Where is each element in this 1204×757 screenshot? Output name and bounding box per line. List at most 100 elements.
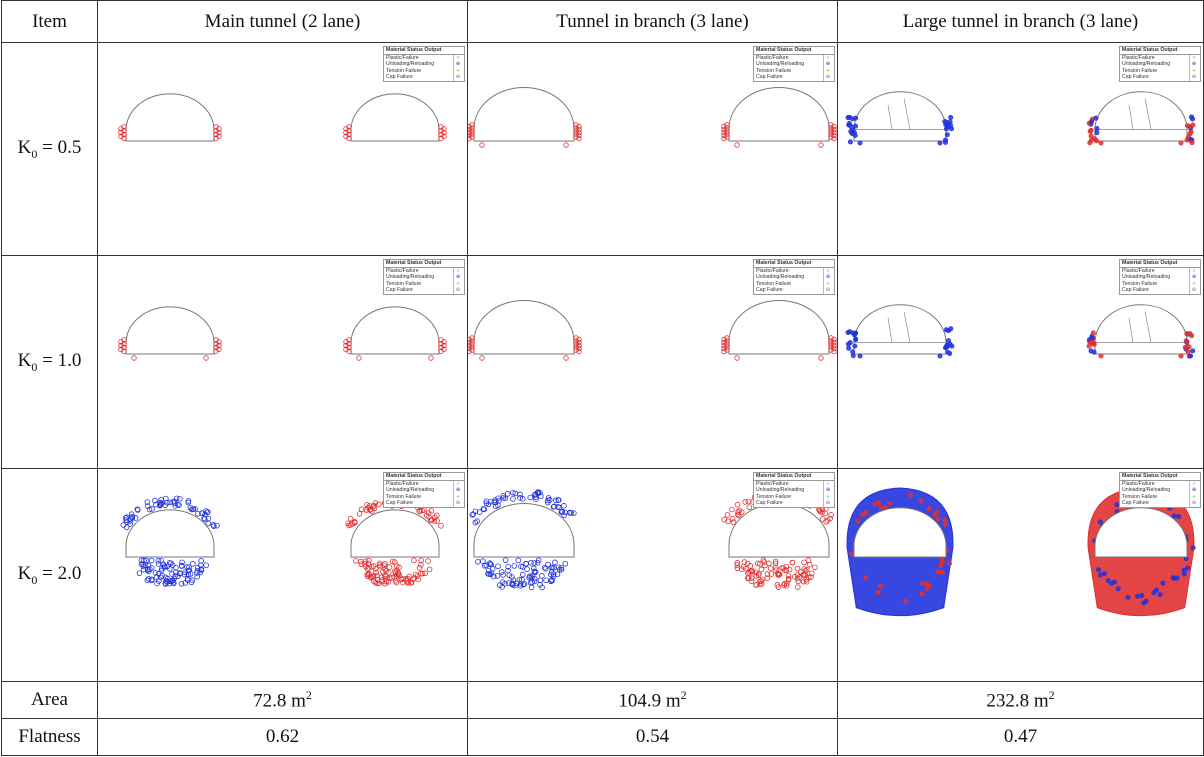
failure-marker <box>573 335 579 341</box>
failure-marker <box>370 503 377 509</box>
failure-marker <box>1189 333 1195 339</box>
failure-marker <box>852 332 858 338</box>
failure-marker <box>531 568 538 575</box>
failure-marker <box>120 522 127 528</box>
failure-marker <box>845 329 851 335</box>
failure-marker <box>573 341 579 347</box>
failure-marker <box>356 511 363 517</box>
failure-marker <box>1190 348 1196 354</box>
tunnel-section <box>1094 304 1188 355</box>
tunnel-section <box>125 93 215 142</box>
failure-marker <box>1178 140 1184 146</box>
failure-marker <box>412 571 419 578</box>
failure-marker <box>346 348 352 354</box>
failure-marker <box>475 558 481 565</box>
failure-marker <box>947 119 953 125</box>
failure-marker <box>468 345 472 352</box>
failure-marker <box>468 123 472 130</box>
failure-marker <box>944 132 950 138</box>
failure-marker <box>408 580 415 586</box>
header-large-branch-tunnel: Large tunnel in branch (3 lane) <box>837 0 1204 43</box>
failure-marker <box>376 580 383 587</box>
failure-marker <box>382 560 388 567</box>
failure-marker <box>418 561 424 568</box>
failure-plot-panel <box>98 43 467 255</box>
failure-marker <box>1088 348 1094 354</box>
legend-title: Material Status Output <box>384 260 464 268</box>
legend-item: Tension Failure + <box>1120 67 1200 75</box>
failure-marker <box>123 517 129 524</box>
failure-marker <box>721 129 727 136</box>
row-label-k0-1.0: K0 = 1.0 <box>1 255 98 469</box>
failure-marker <box>801 559 807 566</box>
failure-marker <box>527 494 534 501</box>
failure-marker <box>859 512 865 518</box>
failure-marker <box>847 139 853 145</box>
legend-title: Material Status Output <box>384 473 464 481</box>
failure-marker <box>438 522 444 529</box>
legend-symbol-icon: ⊖ <box>823 287 832 294</box>
failure-marker <box>428 507 435 514</box>
legend-item: Cap Failure ⊖ <box>756 500 831 507</box>
failure-marker <box>544 499 551 506</box>
legend-symbol-icon: ⊖ <box>1189 500 1198 507</box>
failure-marker <box>499 569 505 575</box>
failure-marker <box>528 574 535 581</box>
failure-marker <box>1185 565 1191 571</box>
failure-marker <box>908 492 914 498</box>
failure-marker <box>367 506 374 513</box>
failure-marker <box>721 132 727 139</box>
failure-marker <box>857 353 863 359</box>
failure-marker <box>542 565 549 572</box>
failure-marker <box>374 572 380 579</box>
failure-marker <box>734 355 740 361</box>
failure-marker <box>517 583 524 589</box>
failure-marker <box>561 503 567 509</box>
legend-item: Cap Failure ⊖ <box>756 74 831 81</box>
failure-marker <box>758 566 765 573</box>
figure-large-k05: Material Status Output Plastic/Failure ○ Un… <box>838 43 1203 255</box>
failure-marker <box>155 561 162 567</box>
failure-marker <box>573 344 579 350</box>
failure-marker <box>172 503 179 509</box>
failure-marker <box>418 557 424 564</box>
failure-marker <box>144 503 151 509</box>
failure-marker <box>419 570 426 577</box>
failure-marker <box>738 566 745 572</box>
failure-marker <box>198 557 205 564</box>
failure-marker <box>472 519 479 526</box>
failure-marker <box>422 570 428 577</box>
failure-marker <box>365 565 372 571</box>
failure-marker <box>767 565 774 572</box>
failure-marker <box>391 559 398 565</box>
legend-item: Tension Failure + <box>754 67 834 75</box>
area-main: 72.8 m2 <box>97 681 468 719</box>
failure-marker <box>405 579 412 586</box>
legend-symbol-icon: ⊖ <box>453 500 462 507</box>
failure-marker <box>358 506 365 513</box>
failure-marker <box>1114 502 1120 508</box>
failure-marker <box>519 571 526 578</box>
failure-marker <box>721 516 728 523</box>
failure-marker <box>383 578 390 585</box>
material-status-legend: Material Status Output Plastic/Failure ○ Un… <box>753 46 835 82</box>
failure-marker <box>351 519 358 526</box>
failure-plot-panel <box>468 256 837 468</box>
failure-marker <box>382 572 388 579</box>
failure-marker <box>573 125 579 131</box>
material-status-legend: Material Status Output Plastic/Failure ○ Un… <box>383 259 465 295</box>
failure-marker <box>179 559 185 566</box>
failure-marker <box>500 495 507 501</box>
failure-marker <box>800 572 806 578</box>
failure-marker <box>469 347 475 353</box>
failure-marker <box>155 558 162 564</box>
failure-marker <box>741 559 748 565</box>
legend-symbol-icon: + <box>453 67 462 75</box>
failure-marker <box>724 125 730 131</box>
failure-marker <box>828 125 834 131</box>
failure-marker <box>468 348 472 355</box>
failure-marker <box>127 521 133 527</box>
failure-marker <box>433 512 440 519</box>
failure-marker <box>734 501 741 508</box>
failure-marker <box>781 582 787 588</box>
